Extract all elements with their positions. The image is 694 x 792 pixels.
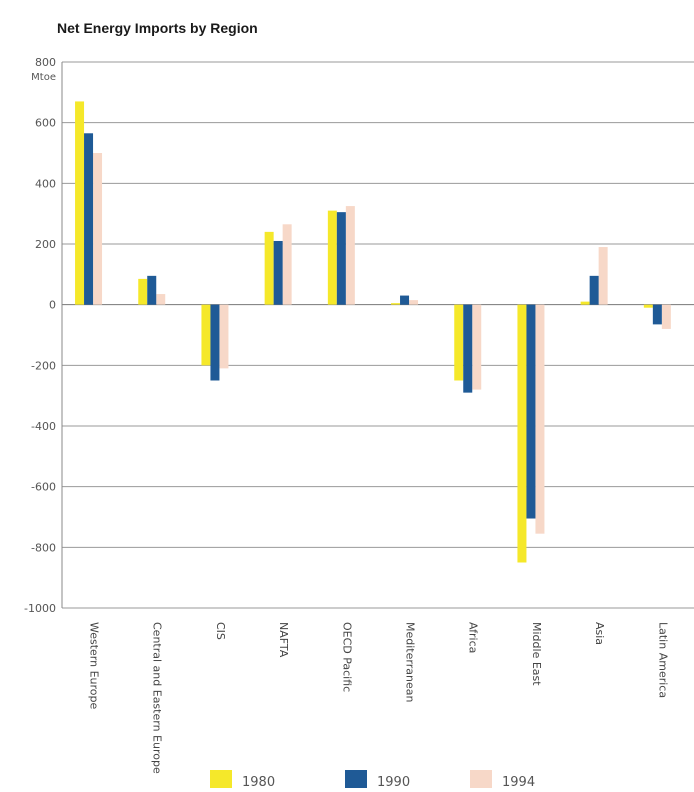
- bar-1990-4: [336, 212, 346, 305]
- category-label: Africa: [467, 622, 480, 653]
- y-tick-label: -800: [31, 541, 56, 554]
- y-unit-label: Mtoe: [31, 72, 56, 83]
- category-label: OECD Pacific: [340, 622, 353, 692]
- bar-1990-8: [589, 275, 599, 305]
- bar-1980-5: [391, 303, 401, 305]
- y-tick-label: 600: [35, 117, 56, 130]
- bar-1990-9: [652, 304, 662, 325]
- legend-label-1980: 1980: [242, 775, 275, 790]
- bar-1980-0: [75, 101, 85, 305]
- y-tick-label: 200: [35, 238, 56, 251]
- bar-1980-4: [327, 210, 337, 305]
- y-axis: 800 600 400 200 0 -200 -400 -600 -800 -1000 Mtoe: [24, 56, 63, 615]
- category-label: Latin America: [656, 622, 669, 698]
- bar-1990-6: [463, 304, 473, 393]
- category-label: CIS: [214, 622, 227, 640]
- bar-1990-0: [84, 133, 94, 305]
- bar-1990-7: [526, 304, 536, 519]
- legend: 1980 1990 1994: [210, 770, 535, 790]
- bar-1980-3: [264, 231, 274, 305]
- bar-1994-5: [409, 300, 419, 305]
- bar-1980-2: [201, 304, 211, 366]
- bar-1980-8: [580, 301, 590, 305]
- bars: [75, 101, 671, 563]
- category-label: Mediterranean: [404, 622, 417, 702]
- bar-1994-4: [345, 206, 355, 305]
- y-tick-label: -600: [31, 481, 56, 494]
- legend-label-1994: 1994: [502, 775, 535, 790]
- bar-1994-1: [156, 294, 166, 305]
- bar-1980-1: [138, 278, 148, 305]
- bar-1994-9: [661, 304, 671, 329]
- category-label: NAFTA: [277, 622, 290, 658]
- bar-1994-2: [219, 304, 229, 369]
- bar-1994-6: [472, 304, 482, 390]
- y-tick-label: -1000: [24, 602, 56, 615]
- y-tick-label: 400: [35, 177, 56, 190]
- y-tick-label: 800: [35, 56, 56, 69]
- bar-1980-6: [454, 304, 464, 381]
- y-tick-label: -200: [31, 359, 56, 372]
- bar-1994-8: [598, 247, 608, 305]
- category-label: Asia: [593, 622, 606, 645]
- category-labels: Western Europe Central and Eastern Europe…: [88, 622, 670, 774]
- gridlines: [62, 61, 694, 609]
- y-tick-label: -400: [31, 420, 56, 433]
- bar-1990-5: [400, 295, 410, 305]
- y-tick-label: 0: [49, 299, 56, 312]
- legend-label-1990: 1990: [377, 775, 410, 790]
- bar-1994-3: [282, 224, 292, 305]
- bar-1994-7: [535, 304, 545, 534]
- bar-1990-3: [273, 240, 283, 305]
- bar-1990-1: [147, 275, 157, 305]
- bar-1990-2: [210, 304, 220, 381]
- bar-1980-9: [643, 304, 653, 308]
- bar-1980-7: [517, 304, 527, 563]
- category-label: Middle East: [530, 622, 543, 686]
- bar-1994-0: [93, 153, 103, 305]
- category-label: Central and Eastern Europe: [151, 622, 164, 774]
- category-label: Western Europe: [88, 622, 101, 710]
- legend-swatch-1994: [470, 770, 492, 788]
- chart-title: Net Energy Imports by Region: [57, 20, 258, 36]
- legend-swatch-1980: [210, 770, 232, 788]
- legend-swatch-1990: [345, 770, 367, 788]
